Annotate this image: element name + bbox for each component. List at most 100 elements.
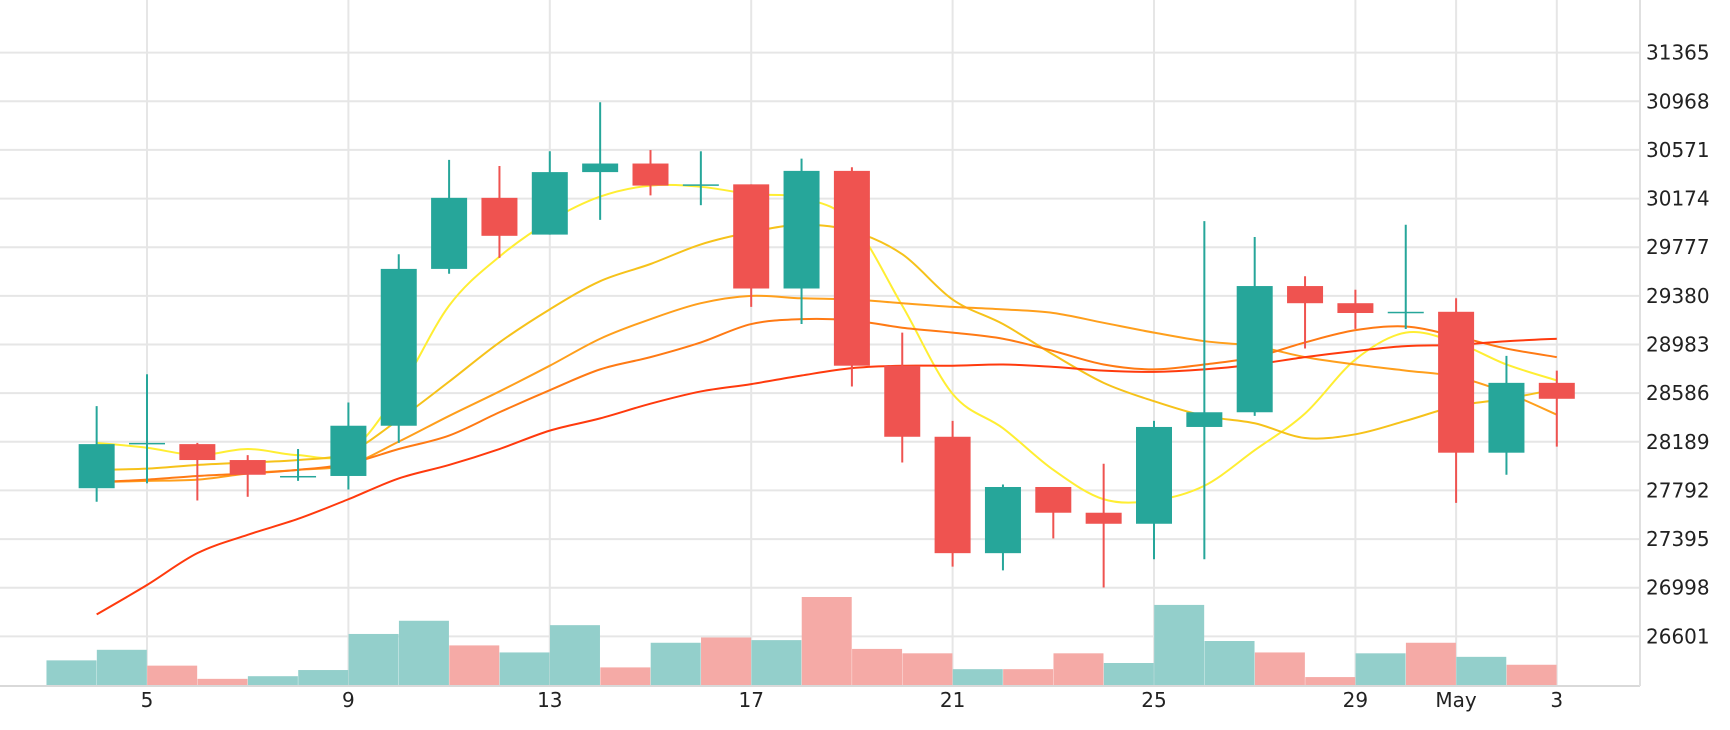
- candle-down: [733, 184, 770, 307]
- volume-bar: [298, 670, 349, 685]
- volume-bar: [197, 678, 248, 685]
- candle-body: [179, 444, 216, 461]
- candle-down: [632, 150, 669, 196]
- volume-bar: [1405, 642, 1456, 685]
- candle-body: [229, 460, 266, 475]
- volume-bar: [348, 633, 399, 685]
- volume-bars: [46, 597, 1557, 685]
- y-tick-label: 28983: [1646, 333, 1710, 357]
- candle-body: [582, 163, 619, 173]
- candle-down: [884, 332, 921, 463]
- y-tick-label: 31365: [1646, 41, 1710, 65]
- volume-bar: [247, 676, 298, 685]
- candle-body: [1085, 512, 1122, 524]
- volume-bar: [600, 667, 651, 685]
- candle-down: [934, 420, 971, 567]
- candle-body: [934, 436, 971, 554]
- volume-bar: [1456, 656, 1507, 685]
- candle-down: [1337, 289, 1374, 329]
- candle-up: [380, 254, 417, 443]
- candle-body: [330, 425, 367, 476]
- candle-down: [179, 442, 216, 501]
- candle-up: [330, 402, 367, 490]
- y-tick-label: 26998: [1646, 576, 1710, 600]
- candle-up: [531, 151, 568, 235]
- volume-bar: [1154, 604, 1205, 685]
- candle-body: [984, 486, 1021, 554]
- candle-body: [280, 475, 317, 478]
- candle-body: [1387, 311, 1424, 314]
- y-tick-label: 27395: [1646, 527, 1710, 551]
- x-tick-label: 21: [940, 688, 965, 712]
- y-tick-label: 30571: [1646, 138, 1710, 162]
- candles: [78, 102, 1575, 588]
- candle-up: [783, 158, 820, 325]
- volume-bar: [1506, 664, 1557, 685]
- volume-bar: [1003, 669, 1054, 685]
- y-axis: 26601 26998 27395 27792 28189 28586 28983 29380…: [1646, 41, 1710, 649]
- x-tick-label: May: [1435, 688, 1477, 712]
- x-tick-label: 25: [1141, 688, 1166, 712]
- x-tick-label: 5: [141, 688, 154, 712]
- x-tick-label: 9: [342, 688, 355, 712]
- y-tick-label: 26601: [1646, 624, 1710, 648]
- volume-bar: [398, 620, 449, 685]
- candle-body: [682, 184, 719, 186]
- x-tick-label: 17: [738, 688, 763, 712]
- candle-body: [632, 163, 669, 186]
- candle-down: [833, 167, 870, 387]
- volume-bar: [1254, 652, 1305, 685]
- moving-average-line: [96, 337, 1557, 616]
- x-axis: 5 9 13 17 21 25 29 May 3: [141, 688, 1564, 712]
- volume-bar: [499, 652, 550, 685]
- y-tick-label: 27792: [1646, 478, 1710, 502]
- volume-bar: [147, 665, 198, 685]
- volume-bar: [751, 640, 802, 685]
- candle-body: [1136, 426, 1172, 524]
- volume-bar: [801, 597, 852, 685]
- volume-bar: [46, 660, 97, 685]
- candle-body: [1236, 286, 1273, 413]
- volume-bar: [449, 645, 500, 685]
- x-tick-label: 13: [537, 688, 562, 712]
- candle-body: [431, 197, 468, 269]
- candle-up: [431, 159, 468, 274]
- candle-up: [682, 151, 719, 206]
- candle-down: [1085, 463, 1122, 588]
- candle-down: [229, 455, 266, 497]
- candle-up: [129, 374, 165, 484]
- candle-body: [884, 365, 921, 437]
- volume-bar: [1305, 677, 1356, 685]
- y-tick-label: 29380: [1646, 284, 1710, 308]
- candle-up: [1387, 224, 1424, 329]
- candle-body: [733, 184, 770, 289]
- candle-body: [531, 172, 568, 235]
- x-tick-label: 3: [1550, 688, 1563, 712]
- grid-lines: [0, 0, 1641, 687]
- candle-body: [1287, 286, 1324, 304]
- volume-bar: [1204, 641, 1255, 685]
- volume-bar: [1103, 663, 1154, 685]
- candle-body: [1438, 311, 1475, 453]
- candle-body: [783, 170, 820, 289]
- candle-up: [78, 406, 115, 502]
- candle-down: [1438, 298, 1475, 503]
- volume-bar: [549, 625, 600, 685]
- volume-bar: [96, 649, 147, 685]
- candle-up: [1186, 221, 1223, 560]
- candle-body: [1337, 303, 1374, 314]
- y-tick-label: 29777: [1646, 235, 1710, 259]
- y-tick-label: 30174: [1646, 187, 1710, 211]
- moving-average-line: [96, 223, 1557, 471]
- candle-up: [1488, 355, 1525, 475]
- candle-down: [481, 165, 518, 258]
- candle-body: [833, 170, 870, 366]
- y-tick-label: 28189: [1646, 430, 1710, 454]
- volume-bar: [902, 653, 953, 685]
- volume-bar: [1053, 653, 1104, 685]
- candle-up: [984, 484, 1021, 571]
- candle-down: [1035, 486, 1072, 539]
- moving-average-lines: [96, 183, 1558, 616]
- candle-body: [129, 442, 165, 445]
